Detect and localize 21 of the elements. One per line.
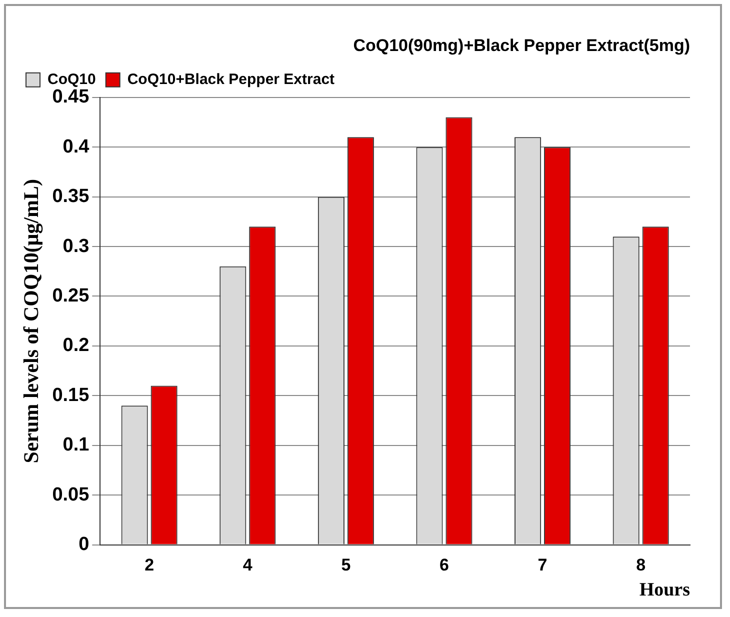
y-tick-label: 0.05 <box>52 484 90 506</box>
y-tick-label: 0.2 <box>62 335 90 356</box>
chart-title: CoQ10(90mg)+Black Pepper Extract(5mg) <box>353 36 690 55</box>
y-tick-label: 0.25 <box>52 285 90 306</box>
x-tick-label: 8 <box>636 556 646 575</box>
x-tick-label: 4 <box>242 556 253 575</box>
x-tick-label: 6 <box>440 556 449 575</box>
x-tick-label: 2 <box>144 556 154 575</box>
y-tick-label: 0.45 <box>52 86 90 108</box>
x-axis-title: Hours <box>639 580 690 601</box>
x-tick-label: 5 <box>341 556 351 575</box>
y-tick-label: 0 <box>78 534 90 556</box>
y-tick-label: 0.15 <box>52 384 90 406</box>
x-tick-label: 7 <box>538 556 548 575</box>
y-tick-label: 0.3 <box>62 236 90 257</box>
y-tick-label: 0.4 <box>62 136 90 158</box>
y-tick-label: 0.1 <box>62 434 90 456</box>
y-tick-label: 0.35 <box>52 186 90 208</box>
y-axis-title: Serum levels of COQ10(μg/mL) <box>19 178 44 464</box>
legend-label: CoQ10 <box>48 71 96 88</box>
legend-label: CoQ10+Black Pepper Extract <box>127 71 335 88</box>
